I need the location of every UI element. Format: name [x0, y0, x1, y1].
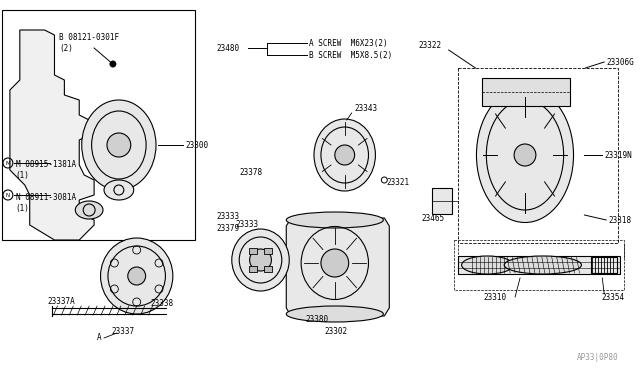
Text: 23379: 23379 — [216, 224, 239, 232]
Bar — [264, 266, 272, 272]
Text: 23480: 23480 — [216, 44, 239, 52]
Text: 23337A: 23337A — [47, 298, 76, 307]
Text: 23306G: 23306G — [606, 58, 634, 67]
Ellipse shape — [286, 306, 383, 322]
Circle shape — [321, 249, 349, 277]
Ellipse shape — [100, 238, 173, 314]
Text: 23378: 23378 — [240, 167, 263, 176]
Circle shape — [128, 267, 146, 285]
Text: AP33|0P80: AP33|0P80 — [577, 353, 618, 362]
Text: 23354: 23354 — [601, 294, 625, 302]
Bar — [454, 240, 624, 290]
Text: 23333: 23333 — [236, 219, 259, 228]
Polygon shape — [286, 218, 389, 316]
Text: 23318: 23318 — [608, 215, 631, 224]
Bar — [483, 78, 570, 106]
Bar — [249, 248, 257, 254]
Polygon shape — [10, 30, 94, 240]
Ellipse shape — [82, 100, 156, 190]
Text: 23310: 23310 — [483, 294, 506, 302]
Text: M: M — [6, 160, 10, 166]
Text: 23322: 23322 — [418, 41, 441, 49]
Ellipse shape — [232, 229, 289, 291]
Text: 23321: 23321 — [387, 177, 410, 186]
Text: 23337: 23337 — [111, 327, 134, 337]
Bar — [264, 248, 272, 254]
Bar — [591, 257, 617, 273]
Circle shape — [250, 249, 271, 271]
Ellipse shape — [314, 119, 376, 191]
Bar — [458, 256, 620, 274]
Text: 23338: 23338 — [150, 298, 173, 308]
Ellipse shape — [461, 256, 513, 274]
Circle shape — [110, 61, 116, 67]
Text: 23300: 23300 — [185, 141, 209, 150]
Text: 23380: 23380 — [305, 315, 328, 324]
Text: A SCREW  M6X23(2): A SCREW M6X23(2) — [309, 38, 388, 48]
Ellipse shape — [504, 256, 582, 274]
Bar — [2, 10, 195, 240]
Circle shape — [107, 133, 131, 157]
Ellipse shape — [476, 87, 573, 222]
Bar — [432, 188, 452, 214]
Text: N: N — [6, 192, 10, 198]
Ellipse shape — [76, 201, 103, 219]
Bar — [458, 68, 618, 243]
Ellipse shape — [104, 180, 134, 200]
Text: M 08915-1381A
(1): M 08915-1381A (1) — [16, 160, 76, 180]
Text: N 08911-3081A
(1): N 08911-3081A (1) — [16, 193, 76, 213]
Text: B SCREW  M5X8.5(2): B SCREW M5X8.5(2) — [309, 51, 392, 60]
Bar — [249, 266, 257, 272]
Text: 23319N: 23319N — [604, 151, 632, 160]
Circle shape — [335, 145, 355, 165]
Ellipse shape — [514, 144, 536, 166]
Text: B 08121-0301F
(2): B 08121-0301F (2) — [60, 33, 120, 53]
Text: 23343: 23343 — [355, 103, 378, 112]
Text: 23333: 23333 — [216, 212, 239, 221]
Text: 23302: 23302 — [325, 327, 348, 337]
Ellipse shape — [286, 212, 383, 228]
Text: A: A — [97, 334, 102, 343]
Text: 23465: 23465 — [421, 214, 444, 222]
